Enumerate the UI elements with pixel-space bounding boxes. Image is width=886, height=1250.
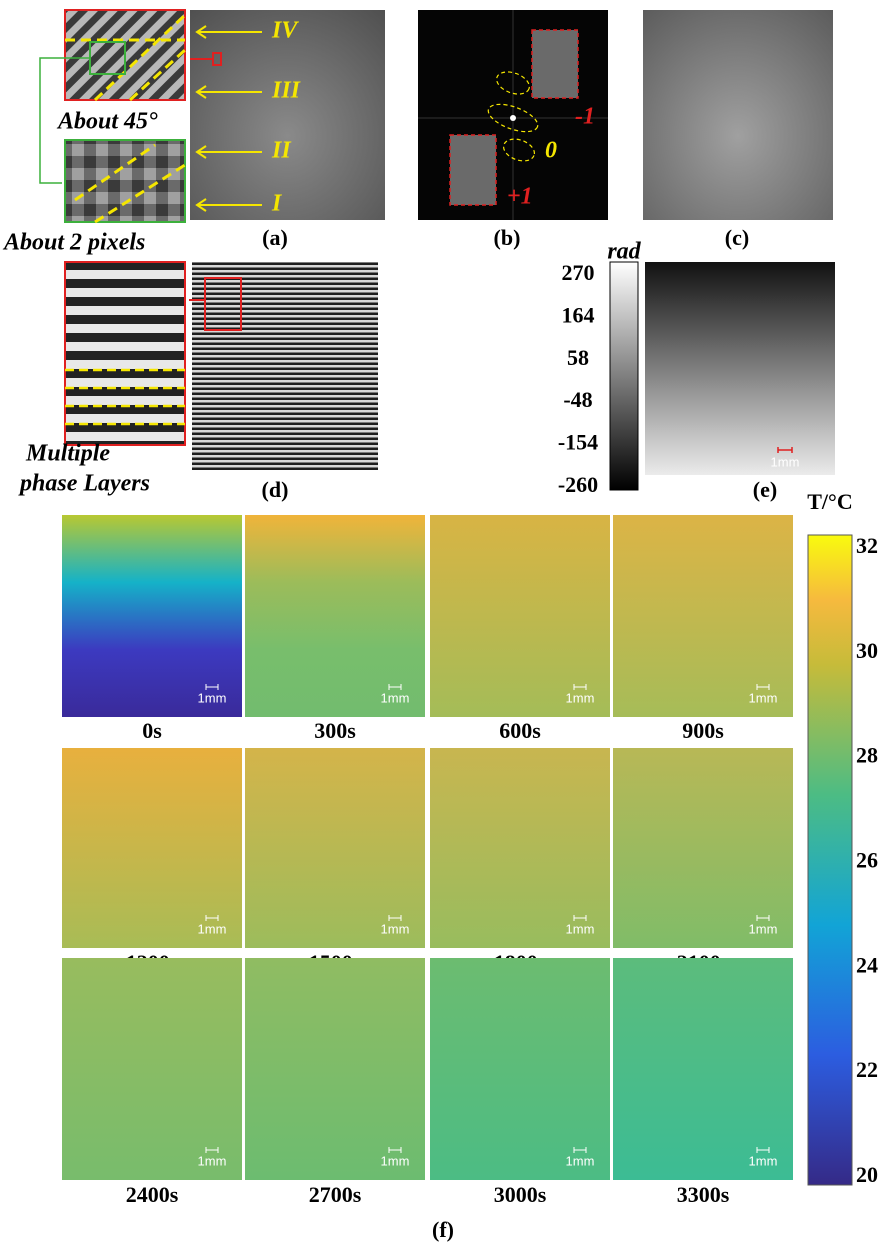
scale-bar-label: 1mm — [749, 1153, 778, 1168]
scale-bar-label: 1mm — [749, 921, 778, 936]
time-label: 3000s — [494, 1182, 547, 1207]
pixel-note: About 2 pixels — [2, 230, 145, 256]
colorbar-tick: 22 — [856, 1057, 878, 1082]
order-label: -1 — [575, 104, 595, 130]
reference-image — [643, 10, 833, 220]
pixel-inset — [65, 140, 185, 222]
panel-label: (b) — [494, 225, 521, 250]
order-label: +1 — [507, 184, 533, 210]
colorbar-unit: T/°C — [807, 489, 852, 514]
stage-label: II — [271, 138, 292, 164]
colorbar-unit: rad — [607, 239, 641, 265]
note-line: phase Layers — [18, 471, 150, 497]
order-box — [532, 30, 578, 98]
stage-label: I — [271, 191, 283, 217]
time-label: 2400s — [126, 1182, 179, 1207]
time-label: 0s — [142, 718, 162, 743]
colorbar-tick: -260 — [558, 472, 598, 497]
phase-inset — [65, 262, 185, 445]
colorbar-tick: 270 — [562, 260, 595, 285]
scale-bar-label: 1mm — [566, 921, 595, 936]
colorbar-tick: -48 — [563, 387, 592, 412]
colorbar-tick: -154 — [558, 430, 598, 455]
temperature-map — [613, 958, 793, 1180]
panel-label: (c) — [725, 225, 749, 250]
scale-bar-label: 1mm — [198, 1153, 227, 1168]
colorbar-tick: 32 — [856, 533, 878, 558]
time-label: 2700s — [309, 1182, 362, 1207]
colorbar-tick: 164 — [562, 302, 595, 327]
colorbar-tick: 20 — [856, 1162, 878, 1187]
scale-bar-label: 1mm — [381, 690, 410, 705]
temperature-map — [245, 958, 425, 1180]
stage-label: IV — [271, 18, 299, 44]
time-label: 300s — [314, 718, 356, 743]
scale-bar-label: 1mm — [771, 454, 800, 469]
unwrapped-phase-image — [645, 262, 835, 475]
panel-label: (a) — [262, 225, 288, 250]
order-label: 0 — [545, 138, 557, 164]
panel-label: (f) — [432, 1217, 454, 1242]
angle-note: About 45° — [56, 109, 158, 135]
time-label: 900s — [682, 718, 724, 743]
figure: IVIIIIIIAbout 45°About 2 pixels(a)-10+1(… — [0, 0, 886, 1250]
time-label: 600s — [499, 718, 541, 743]
stage-label: III — [271, 78, 302, 104]
order-box — [450, 135, 496, 205]
scale-bar-label: 1mm — [381, 921, 410, 936]
colorbar-tick: 26 — [856, 848, 878, 873]
wrapped-phase-image — [192, 262, 378, 470]
colorbar-tick: 24 — [856, 952, 878, 977]
panel-label: (e) — [753, 477, 777, 502]
colorbar-tick: 58 — [567, 345, 589, 370]
colorbar — [808, 535, 852, 1185]
temperature-map — [430, 958, 610, 1180]
temperature-map — [62, 958, 242, 1180]
panel-label: (d) — [262, 477, 289, 502]
scale-bar-label: 1mm — [198, 921, 227, 936]
scale-bar-label: 1mm — [198, 690, 227, 705]
scale-bar-label: 1mm — [566, 1153, 595, 1168]
note-line: Multiple — [25, 441, 110, 467]
colorbar-tick: 30 — [856, 638, 878, 663]
colorbar — [610, 262, 638, 490]
time-label: 3300s — [677, 1182, 730, 1207]
scale-bar-label: 1mm — [749, 690, 778, 705]
colorbar-tick: 28 — [856, 743, 878, 768]
dc-peak — [510, 115, 516, 121]
scale-bar-label: 1mm — [566, 690, 595, 705]
scale-bar-label: 1mm — [381, 1153, 410, 1168]
